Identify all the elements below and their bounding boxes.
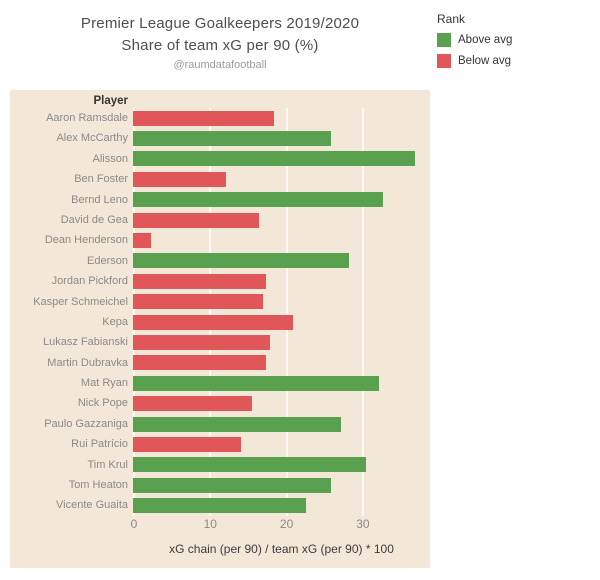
bar-above-avg[interactable] — [133, 131, 332, 147]
x-tick-label: 0 — [130, 517, 138, 531]
bar-below-avg[interactable] — [133, 355, 266, 371]
player-label: Aaron Ramsdale — [46, 112, 128, 124]
bar-below-avg[interactable] — [133, 233, 152, 249]
bar-row — [133, 271, 430, 291]
bar-row — [133, 475, 430, 495]
bar-below-avg[interactable] — [133, 334, 271, 350]
bar-row — [133, 495, 430, 515]
bar-row — [133, 434, 430, 454]
gridline — [285, 108, 288, 516]
chart-title-line1: Premier League Goalkeepers 2019/2020 — [80, 15, 360, 32]
player-label: Alex McCarthy — [56, 132, 128, 145]
bar-below-avg[interactable] — [133, 110, 275, 126]
bar-below-avg[interactable] — [133, 171, 227, 187]
bar-row — [133, 169, 430, 189]
bar-above-avg[interactable] — [133, 457, 366, 473]
bar-row — [133, 312, 430, 332]
bar-row — [133, 128, 430, 148]
bar-row — [133, 210, 430, 230]
bar-row — [133, 292, 430, 312]
below-avg-swatch-icon — [437, 54, 451, 68]
bar-above-avg[interactable] — [133, 253, 349, 269]
player-label: Vicente Guaita — [56, 499, 128, 512]
bar-row — [133, 230, 430, 250]
legend-item-label: Above avg — [458, 34, 513, 46]
legend-item-above-avg[interactable]: Above avg — [437, 33, 512, 47]
bar-below-avg[interactable] — [133, 273, 266, 289]
bar-row — [133, 414, 430, 434]
player-label: Kasper Schmeichel — [33, 295, 128, 308]
gridline — [361, 108, 364, 516]
player-label: Jordan Pickford — [51, 275, 128, 288]
bar-above-avg[interactable] — [133, 192, 384, 208]
bar-row — [133, 190, 430, 210]
bar-row — [133, 108, 430, 128]
above-avg-swatch-icon — [437, 33, 451, 47]
bar-above-avg[interactable] — [133, 151, 415, 167]
bar-row — [133, 149, 430, 169]
player-label: Ederson — [87, 254, 128, 267]
bar-row — [133, 455, 430, 475]
player-label: Tom Heaton — [68, 479, 128, 492]
player-label: Dean Henderson — [44, 234, 128, 247]
bar-row — [133, 393, 430, 413]
bar-row — [133, 251, 430, 271]
player-label: Alisson — [92, 152, 128, 165]
player-label: Martin Dubravka — [47, 356, 128, 369]
player-label: Tim Krul — [87, 458, 128, 471]
player-label: Lukasz Fabianski — [43, 336, 128, 349]
gridline — [133, 108, 135, 516]
plot-area — [133, 108, 430, 516]
player-label: Paulo Gazzaniga — [44, 417, 128, 430]
bar-above-avg[interactable] — [133, 477, 331, 493]
player-label: Nick Pope — [77, 397, 128, 410]
bar-below-avg[interactable] — [133, 436, 241, 452]
x-axis-ticks: 0 10 20 30 — [130, 517, 430, 533]
x-axis-caption: xG chain (per 90) / team xG (per 90) * 1… — [169, 542, 394, 556]
x-tick-label: 10 — [203, 517, 217, 531]
player-label: Bernd Leno — [71, 193, 128, 206]
chart-panel: Player Aaron Ramsdale Alex McCarthy Alisso… — [10, 90, 430, 568]
player-label: David de Gea — [60, 213, 128, 226]
player-label: Ben Foster — [74, 173, 128, 186]
chart-title-line2: Share of team xG per 90 (%) — [121, 37, 319, 54]
bar-below-avg[interactable] — [133, 294, 263, 310]
bar-row — [133, 332, 430, 352]
player-label: Rui Patrício — [71, 438, 128, 451]
x-tick-label: 30 — [356, 517, 370, 531]
bar-below-avg[interactable] — [133, 314, 294, 330]
legend-item-below-avg[interactable]: Below avg — [437, 54, 512, 68]
bar-above-avg[interactable] — [133, 375, 380, 391]
bar-row — [133, 353, 430, 373]
bar-above-avg[interactable] — [133, 498, 307, 514]
player-labels: Aaron Ramsdale Alex McCarthy Alisson Ben Fo… — [10, 108, 128, 516]
bar-above-avg[interactable] — [133, 416, 342, 432]
bar-row — [133, 373, 430, 393]
x-tick-label: 20 — [279, 517, 294, 531]
gridline — [209, 108, 212, 516]
chart-credit: @raumdatafootball — [173, 59, 267, 71]
player-label: Kepa — [102, 315, 128, 328]
legend: Rank Above avg Below avg — [437, 12, 512, 75]
bar-below-avg[interactable] — [133, 396, 252, 412]
chart-title-block: Premier League Goalkeepers 2019/2020 Sha… — [10, 13, 430, 73]
bar-below-avg[interactable] — [133, 212, 259, 228]
legend-title: Rank — [437, 12, 466, 26]
player-column-header: Player — [93, 95, 128, 107]
legend-item-label: Below avg — [458, 55, 512, 67]
player-label: Mat Ryan — [80, 377, 128, 390]
